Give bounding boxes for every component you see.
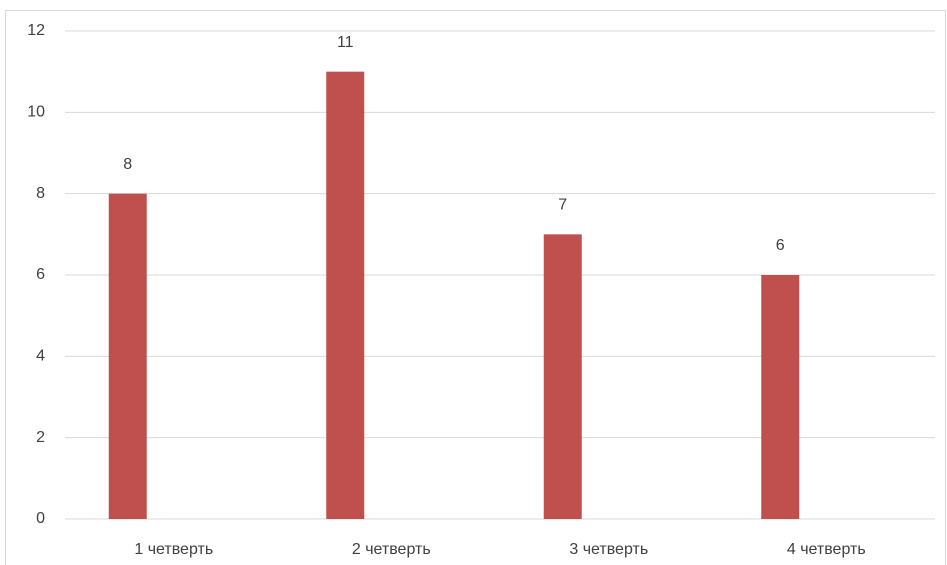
data-label: 7 [558, 197, 567, 214]
x-tick-label: 2 четверть [352, 541, 431, 558]
y-tick-label: 6 [36, 266, 45, 283]
bar [543, 234, 582, 520]
y-tick-label: 4 [36, 348, 45, 365]
bar [326, 71, 365, 520]
data-label: 6 [776, 237, 785, 254]
x-tick-label: 3 четверть [569, 541, 648, 558]
data-label: 11 [337, 34, 354, 51]
bar [761, 275, 800, 519]
y-tick-label: 8 [36, 185, 45, 202]
chart-border [5, 10, 946, 565]
x-tick-label: 4 четверть [787, 541, 866, 558]
data-label: 8 [123, 156, 132, 173]
y-tick-label: 10 [27, 104, 45, 121]
y-tick-label: 0 [36, 510, 45, 527]
bar [108, 193, 147, 519]
y-tick-label: 2 [36, 429, 45, 446]
x-tick-label: 1 четверть [134, 541, 213, 558]
y-tick-label: 12 [27, 22, 45, 39]
